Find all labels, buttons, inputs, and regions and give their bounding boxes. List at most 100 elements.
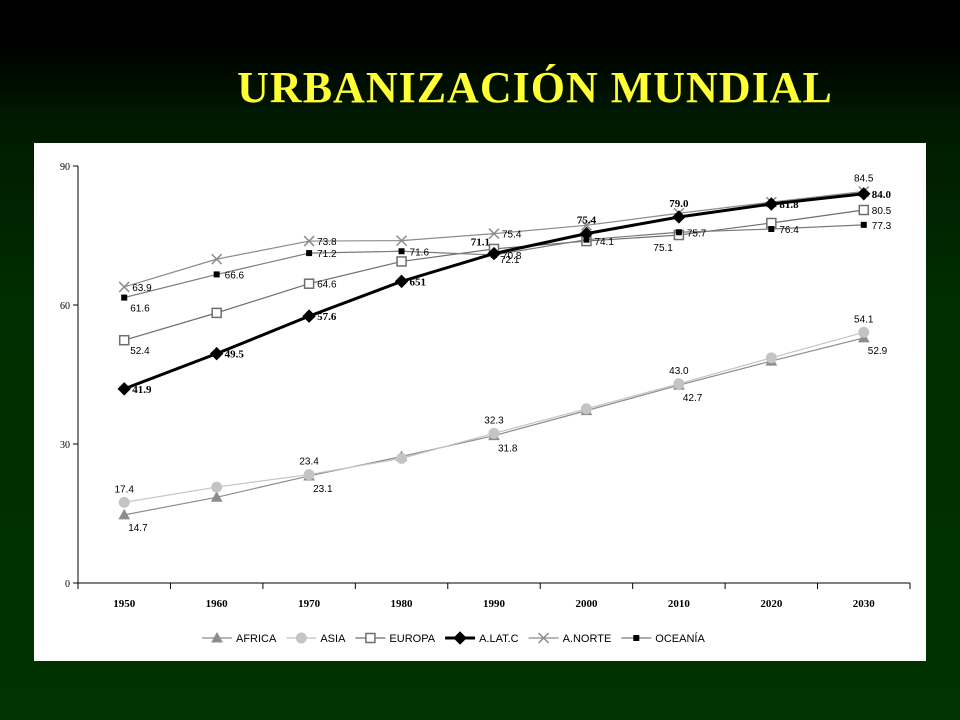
- data-label: 80.5: [872, 206, 892, 217]
- chart-legend: AFRICA ASIA EUROPA A.LAT.C A.NORTE OCEANÍA: [202, 631, 705, 645]
- data-point: [306, 250, 313, 257]
- data-label: 42.7: [683, 393, 703, 404]
- data-label: 72.1: [500, 255, 520, 266]
- data-point: [213, 271, 220, 278]
- data-point: [211, 481, 223, 493]
- data-label: 14.7: [128, 523, 148, 534]
- y-tick-label: 60: [60, 301, 70, 312]
- data-point: [303, 278, 315, 289]
- data-point: [487, 246, 501, 261]
- series-line: [124, 337, 864, 516]
- data-label: 66.6: [225, 270, 245, 281]
- data-label: 43.0: [669, 366, 689, 377]
- data-point: [396, 256, 407, 267]
- data-label: 81.8: [779, 199, 799, 211]
- x-tick-label: 2020: [760, 598, 783, 610]
- data-point: [118, 508, 131, 520]
- x-tick-label: 2030: [853, 598, 876, 610]
- data-label: 75.4: [577, 215, 597, 227]
- data-label: 84.0: [872, 189, 892, 201]
- data-point: [764, 197, 779, 211]
- data-label: 84.5: [854, 173, 874, 184]
- data-label: 32.3: [484, 415, 504, 426]
- data-point: [210, 491, 223, 502]
- data-label: 57.6: [317, 311, 337, 323]
- data-label: 71.2: [317, 249, 337, 260]
- legend-label: ASIA: [320, 633, 346, 645]
- data-point: [857, 187, 871, 201]
- data-label: 64.6: [317, 280, 337, 291]
- series-line: [124, 224, 864, 299]
- data-label: 52.4: [130, 346, 150, 357]
- y-tick-label: 0: [65, 579, 70, 590]
- data-point: [396, 235, 408, 247]
- chart-panel: 0 30 60 90 1950 1960 1970 1980 1990 2000 2010 2020 2…: [34, 143, 926, 661]
- data-label: 31.8: [498, 444, 518, 455]
- x-tick-label: 1990: [483, 598, 506, 610]
- legend-marker: [365, 632, 376, 644]
- data-point: [302, 309, 316, 323]
- data-point: [580, 403, 592, 415]
- data-point: [118, 334, 130, 346]
- data-point: [858, 326, 870, 338]
- data-label: 41.9: [132, 384, 152, 396]
- legend-marker: [538, 632, 550, 644]
- data-label: 54.1: [854, 314, 874, 325]
- data-point: [118, 496, 130, 508]
- data-label: 70.8: [502, 251, 522, 262]
- y-tick-label: 90: [60, 162, 70, 173]
- chart-series: [117, 185, 871, 520]
- data-point: [488, 427, 500, 439]
- x-tick-label: 1980: [391, 598, 414, 610]
- line-chart: 0 30 60 90 1950 1960 1970 1980 1990 2000 2010 2020 2…: [60, 162, 911, 645]
- legend-label: EUROPA: [389, 633, 435, 645]
- data-label: 23.1: [313, 484, 333, 495]
- data-label: 73.8: [317, 237, 337, 248]
- page-title: URBANIZACIÓN MUNDIAL: [237, 63, 833, 112]
- data-point: [303, 469, 315, 481]
- legend-item: AFRICA: [202, 631, 277, 645]
- legend-item: A.NORTE: [528, 632, 611, 645]
- chart-axes: 0 30 60 90 1950 1960 1970 1980 1990 2000 2010 2020 2…: [60, 162, 911, 610]
- legend-marker: [453, 631, 467, 645]
- legend-marker: [295, 632, 307, 644]
- data-point: [118, 281, 130, 293]
- legend-label: AFRICA: [236, 633, 277, 645]
- x-tick-label: 1950: [113, 598, 136, 610]
- data-point: [768, 226, 775, 233]
- series-alatc: [117, 187, 871, 396]
- data-point: [488, 228, 500, 240]
- data-label: 75.7: [687, 228, 707, 239]
- data-label: 17.4: [114, 484, 134, 495]
- data-label: 49.5: [225, 349, 245, 361]
- x-tick-label: 1960: [206, 598, 229, 610]
- data-point: [580, 219, 592, 231]
- legend-item: EUROPA: [355, 632, 436, 645]
- data-point: [209, 346, 224, 361]
- data-point: [303, 235, 315, 247]
- data-point: [211, 253, 223, 265]
- data-label: 651: [410, 276, 427, 288]
- data-label: 75.4: [502, 230, 522, 241]
- x-tick-label: 1970: [298, 598, 321, 610]
- data-point: [860, 221, 867, 228]
- legend-marker: [633, 635, 640, 641]
- data-point: [398, 248, 405, 255]
- y-tick-label: 30: [60, 440, 70, 451]
- x-tick-label: 2010: [668, 598, 691, 610]
- legend-marker: [211, 631, 223, 643]
- legend-item: OCEANÍA: [621, 632, 705, 645]
- data-label: 71.1: [471, 237, 490, 249]
- legend-item: A.LAT.C: [445, 631, 519, 645]
- data-point: [673, 378, 685, 390]
- data-label: 61.6: [130, 304, 150, 315]
- data-label: 63.9: [132, 283, 152, 294]
- data-point: [117, 382, 131, 396]
- data-label: 76.4: [779, 225, 799, 236]
- legend-label: OCEANÍA: [655, 632, 705, 645]
- data-point: [211, 307, 222, 319]
- x-tick-label: 2000: [575, 598, 598, 610]
- legend-item: ASIA: [286, 632, 346, 645]
- data-label: 75.1: [653, 243, 673, 254]
- data-point: [121, 294, 128, 301]
